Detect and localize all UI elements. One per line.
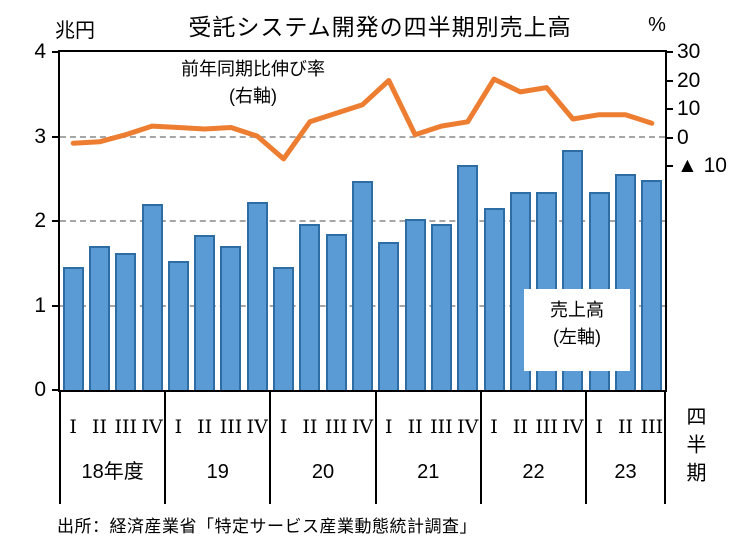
bar	[167, 260, 189, 390]
right-tick-label--10: ▲ 10	[677, 154, 727, 177]
year-group-divider	[664, 392, 666, 504]
left-axis-unit-label: 兆円	[55, 20, 95, 42]
year-group-divider	[59, 392, 61, 504]
quarter-label: III	[324, 416, 348, 438]
bar	[325, 233, 347, 390]
quarter-label: II	[512, 416, 528, 438]
right-tick-label-0: 0	[677, 125, 689, 149]
quarter-label: II	[197, 416, 213, 438]
left-tick-label-2: 2	[34, 209, 46, 232]
bar	[62, 266, 84, 390]
year-group-divider	[269, 392, 272, 504]
bar	[220, 246, 242, 390]
growth-annotation-line2: (右軸)	[229, 86, 277, 106]
growth-annotation-line1: 前年同期比伸び率	[181, 59, 325, 79]
quarter-label: I	[490, 416, 498, 438]
quarter-label: II	[302, 416, 318, 438]
year-label: 18年度	[81, 461, 144, 483]
year-label: 20	[311, 461, 335, 483]
quarter-label: I	[174, 416, 183, 438]
quarter-label: III	[640, 416, 664, 438]
year-group-divider	[164, 392, 167, 504]
left-tick-label-1: 1	[34, 293, 46, 317]
quarter-label: I	[69, 416, 77, 438]
bar	[88, 245, 110, 390]
quarter-label: III	[535, 416, 558, 438]
source-note: 出所：経済産業省「特定サービス産業動態統計調査」	[57, 517, 477, 536]
quarter-label: II	[91, 416, 107, 438]
sales-bar-annotation: 売上高 (左軸)	[524, 289, 630, 371]
quarter-label: IV	[562, 416, 584, 438]
quarter-label: I	[279, 416, 288, 438]
quarter-label: IV	[141, 416, 163, 438]
left-tick-mark	[52, 51, 59, 53]
bar	[352, 181, 373, 390]
right-tick-mark	[666, 165, 673, 167]
quarter-label: II	[618, 416, 634, 438]
right-tick-mark	[666, 136, 673, 139]
right-tick-label-20: 20	[677, 68, 701, 92]
growth-line	[70, 76, 655, 162]
bar	[194, 235, 216, 390]
left-tick-label-0: 0	[34, 378, 46, 401]
right-axis-unit-label: %	[648, 14, 666, 36]
quarter-label: IV	[246, 416, 268, 438]
year-group-divider	[479, 392, 482, 504]
gridline-3	[60, 135, 665, 138]
bar	[404, 219, 426, 390]
year-group-divider	[374, 392, 377, 504]
left-tick-mark	[52, 304, 59, 307]
left-tick-label-4: 4	[34, 40, 46, 63]
right-tick-label-10: 10	[677, 97, 701, 120]
left-tick-mark	[52, 220, 59, 222]
bar	[299, 224, 321, 390]
quarter-label: IV	[351, 416, 374, 438]
quarter-label: III	[114, 416, 138, 438]
quarter-label: III	[430, 416, 453, 438]
bar	[115, 253, 137, 390]
bar	[457, 165, 479, 390]
chart-title: 受託システム開発の四半期別売上高	[188, 14, 572, 40]
bar	[378, 242, 400, 390]
right-tick-mark	[666, 51, 673, 53]
year-label: 23	[614, 461, 637, 483]
sales-annotation-line1: 売上高	[550, 300, 604, 320]
quarter-label: I	[385, 416, 393, 438]
bar	[641, 179, 663, 390]
left-tick-mark	[52, 389, 59, 391]
year-group-divider	[585, 392, 588, 504]
quarter-label: III	[219, 416, 243, 438]
quarter-label: IV	[457, 416, 479, 438]
growth-line-chart	[70, 76, 655, 162]
bar	[273, 266, 295, 390]
year-label: 19	[206, 461, 229, 483]
year-label: 22	[522, 461, 545, 483]
category-axis-table: I II III IV 18年度 I II III IV 19 I II III IV 20 I II III IV…	[59, 392, 666, 506]
left-tick-mark	[52, 135, 59, 138]
bar	[483, 208, 505, 390]
quarter-axis-label: 四半期	[683, 406, 705, 490]
bar	[430, 224, 452, 390]
right-tick-mark	[666, 108, 673, 110]
quarter-label: II	[407, 416, 423, 438]
left-tick-label-3: 3	[34, 124, 46, 148]
bar	[246, 202, 268, 390]
bar	[141, 204, 163, 390]
sales-annotation-line2: (左軸)	[553, 327, 601, 347]
right-tick-label-30: 30	[677, 40, 701, 63]
right-tick-mark	[666, 79, 673, 82]
quarter-label: I	[595, 416, 603, 438]
year-label: 21	[417, 461, 440, 483]
growth-line-annotation: 前年同期比伸び率 (右軸)	[128, 56, 378, 110]
